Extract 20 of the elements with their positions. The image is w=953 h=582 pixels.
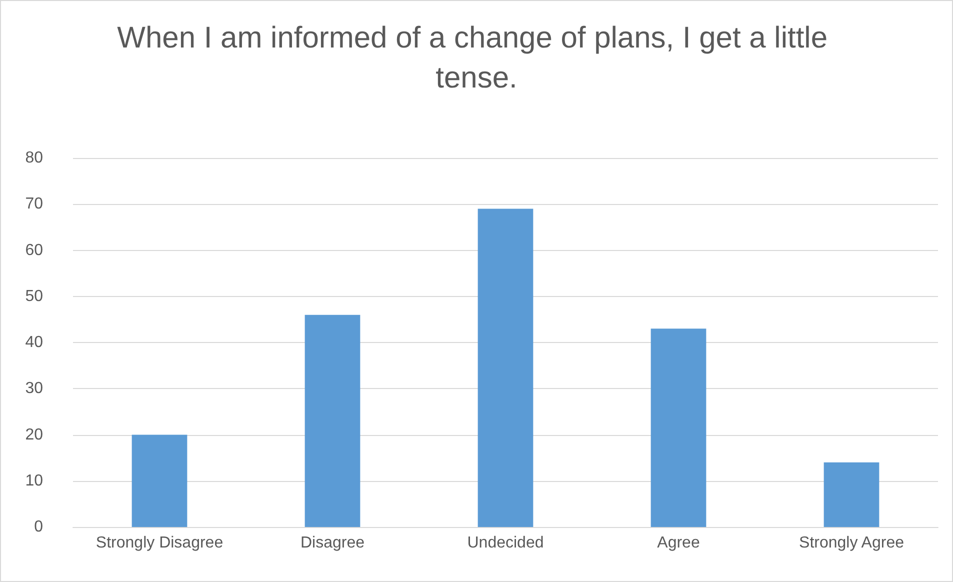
chart-title: When I am informed of a change of plans, I get a little tense. — [117, 22, 836, 94]
y-tick-label: 20 — [25, 426, 44, 444]
bar — [132, 434, 188, 527]
y-tick-label: 0 — [34, 518, 44, 536]
y-tick-label: 30 — [25, 380, 44, 398]
y-tick-label: 50 — [25, 288, 44, 305]
x-tick-label: Agree — [657, 534, 700, 552]
y-tick-label: 10 — [25, 472, 44, 490]
x-tick-label: Strongly Disagree — [96, 534, 224, 552]
y-tick-label: 60 — [25, 242, 44, 259]
x-tick-label: Strongly Agree — [799, 534, 904, 552]
y-tick-label: 80 — [25, 150, 44, 166]
bar — [478, 208, 534, 527]
bar — [304, 314, 360, 527]
x-tick-label: Undecided — [467, 534, 544, 552]
bar — [824, 462, 880, 527]
y-tick-label: 40 — [25, 334, 44, 351]
x-tick-label: Disagree — [300, 534, 365, 552]
y-tick-label: 70 — [25, 196, 44, 213]
bar — [650, 328, 706, 527]
